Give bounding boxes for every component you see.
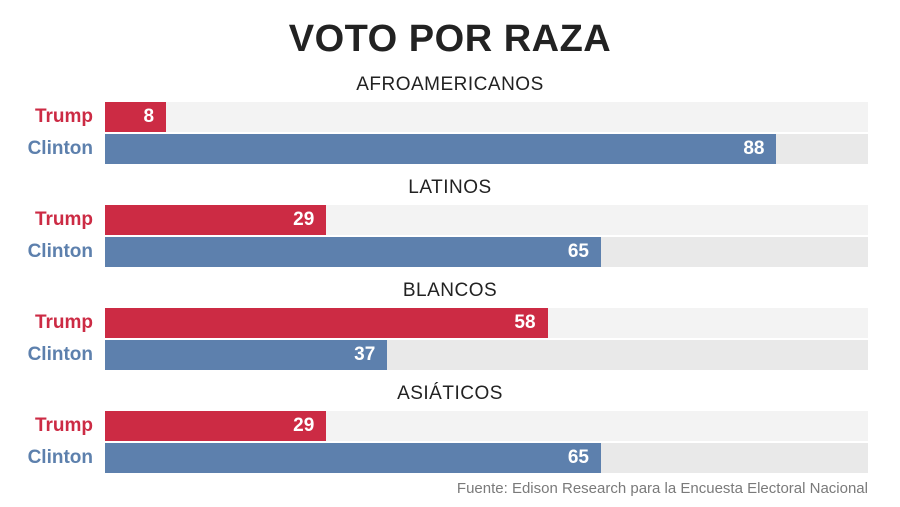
bar — [105, 205, 327, 235]
bar-track: 37 — [105, 340, 868, 370]
bar-track: 58 — [105, 308, 868, 338]
chart-title: VOTO POR RAZA — [288, 18, 612, 60]
bar-value-label: 88 — [743, 138, 765, 159]
bar — [105, 411, 327, 441]
bar — [105, 340, 388, 370]
bar-label: Trump — [34, 209, 93, 230]
bar-value-label: 65 — [567, 447, 589, 468]
bar-value-label: 37 — [354, 344, 376, 365]
bar-label: Trump — [34, 415, 93, 436]
bar-label: Trump — [34, 312, 93, 333]
bar — [105, 443, 601, 473]
bar-label: Clinton — [27, 138, 93, 159]
bar-value-label: 8 — [143, 106, 155, 127]
bar-label: Trump — [34, 106, 93, 127]
bar-value-label: 65 — [567, 241, 589, 262]
bar-track: 65 — [105, 237, 868, 267]
bar-label: Clinton — [27, 344, 93, 365]
bar-value-label: 58 — [514, 312, 536, 333]
group-title: LATINOS — [408, 177, 492, 198]
bar-track: 88 — [105, 134, 868, 164]
bar-track: 29 — [105, 205, 868, 235]
bar — [105, 134, 777, 164]
bar — [105, 237, 601, 267]
bar-value-label: 29 — [293, 415, 315, 436]
group-title: BLANCOS — [402, 280, 498, 301]
bar-label: Clinton — [27, 241, 93, 262]
group-title: AFROAMERICANOS — [356, 74, 544, 95]
bar-track: 29 — [105, 411, 868, 441]
bar-value-label: 29 — [293, 209, 315, 230]
bar — [105, 102, 167, 132]
bar-track: 65 — [105, 443, 868, 473]
bar-label: Clinton — [27, 447, 93, 468]
group-title: ASIÁTICOS — [397, 383, 503, 404]
source-note: Fuente: Edison Research para la Encuesta… — [456, 480, 868, 497]
bar — [105, 308, 548, 338]
bar-track: 8 — [105, 102, 868, 132]
